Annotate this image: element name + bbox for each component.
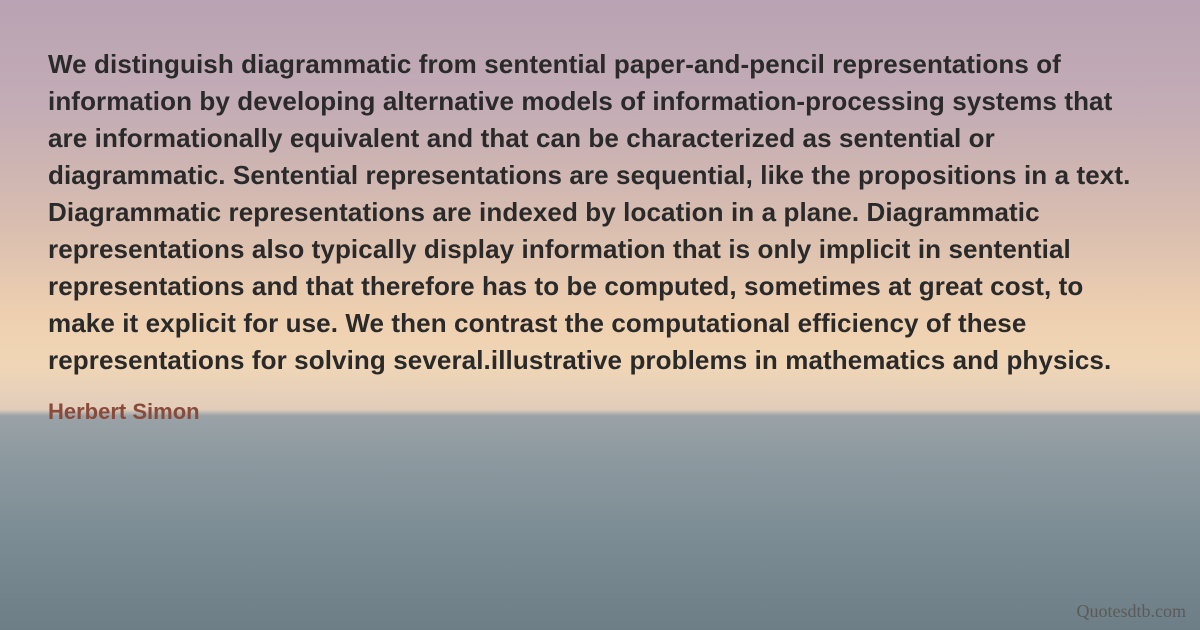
site-watermark: Quotesdtb.com	[1077, 601, 1187, 622]
quote-text: We distinguish diagrammatic from sentent…	[48, 46, 1152, 379]
author-name: Herbert Simon	[48, 399, 1152, 425]
quote-card: We distinguish diagrammatic from sentent…	[0, 0, 1200, 630]
content-area: We distinguish diagrammatic from sentent…	[0, 0, 1200, 630]
